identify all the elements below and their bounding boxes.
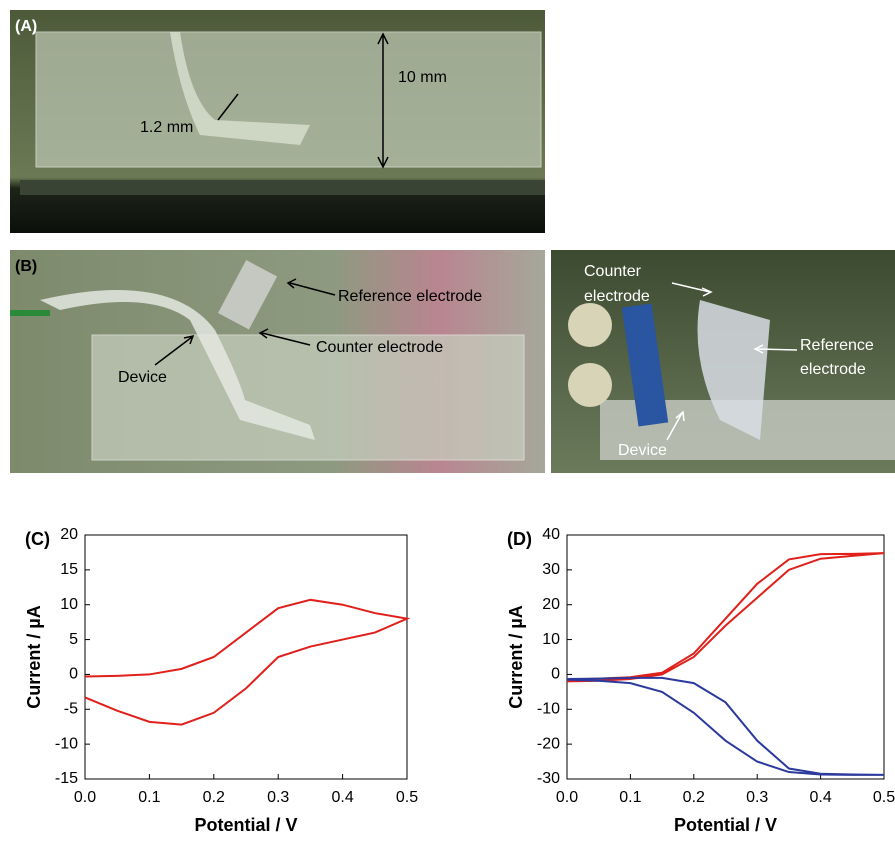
annotation: Counter electrode	[316, 339, 443, 356]
y-tick-label: 10	[60, 596, 78, 613]
y-axis-label: Current / µA	[24, 605, 44, 708]
x-tick-label: 0.4	[331, 789, 353, 806]
y-tick-label: -10	[55, 735, 78, 752]
x-tick-label: 0.3	[267, 789, 289, 806]
plot-frame	[567, 535, 884, 779]
y-tick-label: 0	[69, 666, 78, 683]
annotation: electrode	[800, 361, 866, 378]
x-tick-label: 0.5	[396, 789, 418, 806]
annotation: Device	[618, 442, 667, 459]
y-tick-label: -15	[55, 770, 78, 787]
plot-frame	[85, 535, 407, 779]
x-tick-label: 0.5	[873, 789, 895, 806]
x-tick-label: 0.1	[619, 789, 641, 806]
panel-label: (D)	[507, 529, 532, 549]
photo-a: (A) 1.2 mm 10 mm	[10, 10, 545, 233]
figure: (A) 1.2 mm 10 mm (B) Reference electrode…	[0, 0, 895, 838]
y-tick-label: 5	[69, 631, 78, 648]
y-tick-label: -10	[537, 701, 560, 718]
y-tick-label: 40	[542, 526, 560, 543]
x-tick-label: 0.2	[683, 789, 705, 806]
photo-b-left: (B) Reference electrode Counter electrod…	[10, 250, 545, 473]
x-tick-label: 0.1	[138, 789, 160, 806]
annotation: 1.2 mm	[140, 119, 193, 136]
panel-label: (A)	[15, 18, 37, 35]
y-tick-label: -20	[537, 735, 560, 752]
y-tick-label: 0	[551, 666, 560, 683]
x-tick-label: 0.0	[74, 789, 96, 806]
charts: -15 -10 -5 0 5 10 15 20 0.0 0.1 0.2 0.3 0.4 0.5 Potent…	[24, 526, 895, 835]
panel-label: (C)	[25, 529, 50, 549]
x-tick-label: 0.2	[203, 789, 225, 806]
x-tick-label: 0.0	[556, 789, 578, 806]
x-axis-label: Potential / V	[194, 815, 297, 835]
y-tick-label: 15	[60, 561, 78, 578]
y-tick-label: -30	[537, 770, 560, 787]
annotation: Reference electrode	[338, 288, 482, 305]
x-axis-label: Potential / V	[674, 815, 777, 835]
y-axis-label: Current / µA	[506, 605, 526, 708]
annotation: 10 mm	[398, 69, 447, 86]
annotation: Counter	[584, 263, 642, 280]
panel-label: (B)	[15, 258, 37, 275]
annotation: electrode	[584, 288, 650, 305]
y-tick-label: 20	[60, 526, 78, 543]
data-line	[567, 553, 884, 681]
y-tick-label: 20	[542, 596, 560, 613]
y-tick-label: 10	[542, 631, 560, 648]
annotation: Reference	[800, 337, 874, 354]
y-tick-label: -5	[64, 701, 78, 718]
x-tick-label: 0.4	[809, 789, 831, 806]
photo-b-right: Counter electrode Reference electrode De…	[551, 250, 895, 473]
y-tick-label: 30	[542, 561, 560, 578]
data-line	[85, 600, 407, 725]
x-tick-label: 0.3	[746, 789, 768, 806]
data-line	[567, 678, 884, 775]
annotation: Device	[118, 369, 167, 386]
